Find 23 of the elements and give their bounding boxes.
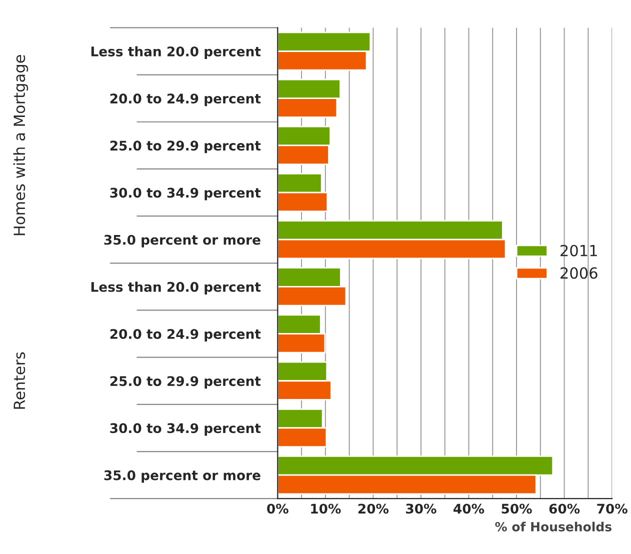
y-tick-label: 25.0 to 29.9 percent — [110, 376, 261, 389]
x-tick-label: 40% — [454, 504, 484, 514]
y-tick-label: 20.0 to 24.9 percent — [110, 94, 261, 106]
legend-label: 2011 — [560, 244, 597, 256]
x-tick-label: 20% — [358, 504, 389, 514]
legend-label: 2006 — [560, 267, 598, 279]
text: Homes with a Mortgage — [13, 55, 28, 236]
y-tick-label: 25.0 to 29.9 percent — [110, 140, 261, 154]
text: Renters — [14, 352, 26, 409]
y-tick-label: 35.0 percent or more — [104, 470, 260, 483]
x-tick-label: 30% — [406, 504, 436, 514]
y-tick-label: 30.0 to 34.9 percent — [110, 423, 261, 436]
y-tick-label: 35.0 percent or more — [104, 234, 260, 248]
y-tick-label: Less than 20.0 percent — [91, 46, 261, 59]
y-tick-label: 30.0 to 34.9 percent — [110, 188, 261, 200]
x-tick-label: 10% — [311, 504, 341, 514]
y-tick-label: Less than 20.0 percent — [91, 282, 261, 294]
x-tick-label: 70% — [597, 504, 628, 514]
x-tick-label: 0% — [267, 504, 288, 514]
x-tick-label: 60% — [549, 504, 580, 514]
x-axis-title: % of Households — [495, 522, 612, 532]
y-tick-label: 20.0 to 24.9 percent — [110, 329, 261, 342]
x-tick-label: 50% — [502, 504, 532, 514]
